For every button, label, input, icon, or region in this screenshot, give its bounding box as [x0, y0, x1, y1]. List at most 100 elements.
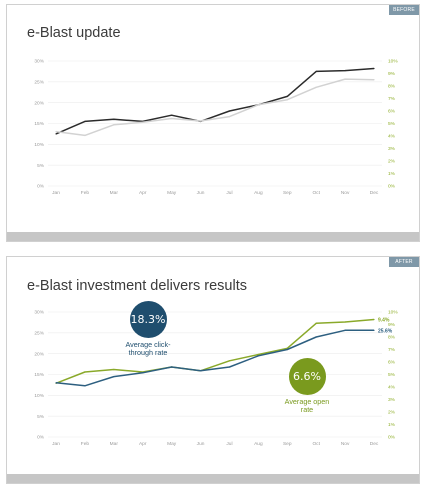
after-y-left-tick: 25% — [34, 330, 44, 336]
before-data-point — [228, 116, 231, 118]
after-data-point — [113, 375, 115, 378]
before-chart: 0% 5% 10% 15% 20% 25% 30% 0% 1% 2% 3% 4% 5% 6% 7% 8% 9% 1… — [34, 59, 398, 196]
after-y-right-tick: 9% — [388, 322, 396, 328]
before-footer-bar — [7, 232, 419, 241]
after-data-point — [113, 368, 115, 371]
before-data-point — [113, 118, 115, 120]
after-y-left-tick: 20% — [34, 351, 44, 357]
after-data-point — [228, 360, 231, 362]
after-data-point — [171, 366, 173, 368]
after-data-point — [315, 322, 317, 324]
after-x-tick: Sep — [283, 441, 292, 447]
before-x-tick: Nov — [341, 190, 350, 196]
after-data-point — [228, 366, 231, 368]
before-title: e-Blast update — [27, 25, 121, 41]
after-x-tick: Jul — [226, 441, 232, 447]
after-y-right-tick: 6% — [388, 360, 396, 366]
before-x-tick: Apr — [139, 190, 147, 196]
before-y-left-tick: 10% — [34, 142, 44, 148]
open-rate-bubble: 6.6% — [288, 358, 326, 395]
before-series-line-1 — [55, 67, 375, 135]
after-y-right-tick: 2% — [388, 410, 396, 416]
before-x-tick: Jun — [197, 190, 205, 196]
after-data-point — [286, 347, 288, 349]
after-footer-bar — [7, 474, 419, 483]
after-end-label: 25.6% — [378, 328, 393, 334]
after-data-point — [344, 329, 346, 331]
after-title: e-Blast investment delivers results — [27, 278, 247, 294]
after-data-point — [373, 318, 375, 321]
after-data-point — [344, 321, 346, 323]
after-y-right-tick: 0% — [388, 435, 396, 441]
before-y-left-tick: 25% — [34, 79, 44, 85]
before-y-left-tick: 5% — [37, 163, 45, 169]
before-x-tick: Dec — [370, 190, 379, 196]
before-y-left-tick: 20% — [34, 100, 44, 106]
click-through-rate-label: Average click-through rate — [125, 340, 171, 357]
before-y-right-tick: 10% — [388, 59, 398, 65]
after-data-point — [315, 336, 317, 338]
after-series-line-1 — [55, 318, 375, 384]
before-tag: BEFORE — [389, 5, 419, 15]
after-x-tick: Jun — [197, 441, 205, 447]
before-x-tick: Feb — [81, 190, 90, 196]
after-y-right-tick: 8% — [388, 335, 396, 341]
after-data-point — [373, 329, 375, 331]
before-y-left-tick: 0% — [37, 184, 45, 190]
before-data-point — [257, 104, 259, 106]
click-through-callout: 18.3% Average click-through rate — [113, 301, 183, 357]
after-y-left-tick: 15% — [34, 372, 44, 378]
before-data-point — [84, 134, 86, 136]
after-x-tick: Aug — [254, 441, 263, 447]
before-data-point — [171, 117, 173, 120]
before-data-point — [315, 86, 317, 88]
before-data-point — [373, 79, 375, 81]
before-y-right-tick: 2% — [388, 159, 396, 165]
after-data-point — [199, 370, 202, 372]
before-x-tick: Oct — [312, 190, 320, 196]
before-x-tick: Sep — [283, 190, 292, 196]
before-series-line-2 — [55, 78, 375, 137]
before-y-right-tick: 3% — [388, 146, 396, 152]
after-tag: AFTER — [389, 257, 419, 267]
after-data-point — [84, 371, 86, 373]
before-x-tick: Jul — [226, 190, 232, 196]
before-y-right-tick: 7% — [388, 96, 396, 102]
after-data-point — [142, 372, 144, 374]
before-x-tick: May — [167, 190, 177, 196]
after-y-left-tick: 10% — [34, 393, 44, 399]
before-x-tick: Aug — [254, 190, 263, 196]
after-y-right-tick: 1% — [388, 422, 396, 428]
after-x-tick: Dec — [370, 441, 379, 447]
open-rate-label: Average open rate — [284, 397, 330, 414]
before-y-right-tick: 4% — [388, 134, 396, 140]
after-x-tick: Jan — [52, 441, 60, 447]
after-x-tick: Mar — [110, 441, 119, 447]
after-y-right-tick: 7% — [388, 347, 396, 353]
before-data-point — [113, 124, 115, 126]
after-data-point — [84, 385, 86, 387]
before-y-left-tick: 15% — [34, 121, 44, 127]
before-data-point — [55, 131, 57, 133]
after-panel: AFTER e-Blast investment delivers result… — [6, 256, 420, 484]
before-panel: BEFORE e-Blast update 0% 5% 10% 15% 20% 25% 30… — [6, 4, 420, 242]
after-x-tick: Feb — [81, 441, 90, 447]
before-x-tick: Mar — [110, 190, 119, 196]
after-x-tick: Oct — [312, 441, 320, 447]
before-x-tick: Jan — [52, 190, 60, 196]
after-y-left-tick: 30% — [34, 310, 44, 316]
click-through-rate-bubble: 18.3% — [129, 301, 167, 338]
before-data-point — [286, 95, 288, 98]
after-data-point — [55, 382, 57, 384]
after-end-label: 9.4% — [378, 318, 390, 324]
before-y-right-tick: 5% — [388, 121, 396, 127]
before-data-point — [199, 120, 202, 122]
after-x-tick: Apr — [139, 441, 147, 447]
after-y-right-tick: 10% — [388, 310, 398, 316]
open-rate-callout: 6.6% Average open rate — [279, 358, 335, 414]
before-y-right-tick: 6% — [388, 109, 396, 115]
after-series-line-2 — [55, 329, 374, 387]
after-x-tick: Nov — [341, 441, 350, 447]
after-y-left-tick: 0% — [37, 435, 45, 441]
after-y-right-tick: 3% — [388, 397, 396, 403]
